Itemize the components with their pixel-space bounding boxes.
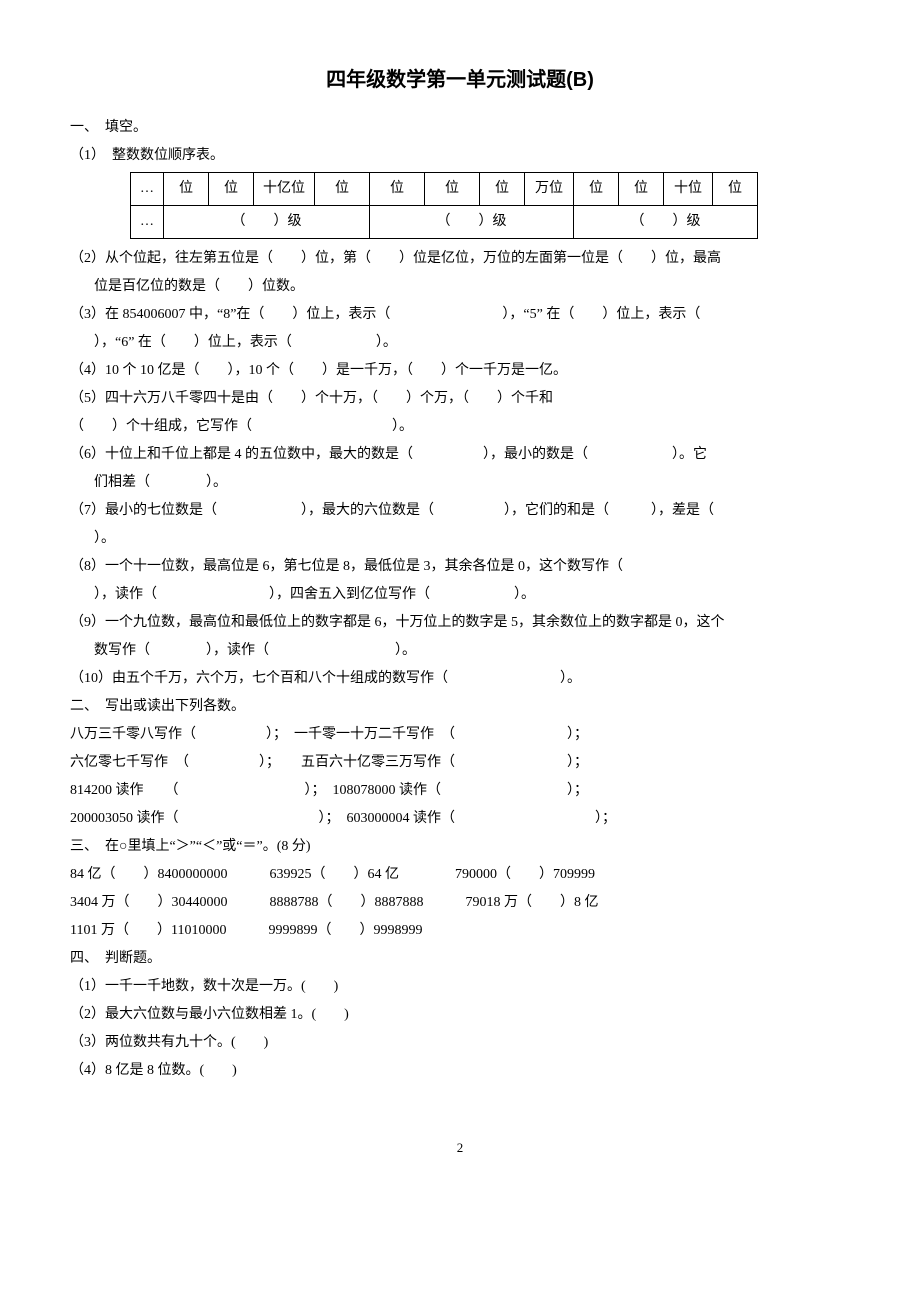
fill-blank-item: （5）四十六万八千零四十是由（ ）个十万，（ ）个万，（ ）个千和	[70, 385, 850, 413]
cell: 位	[480, 173, 525, 206]
fill-blank-item: （9）一个九位数，最高位和最低位上的数字都是 6，十万位上的数字是 5，其余数位…	[70, 609, 850, 637]
cell: 位	[619, 173, 664, 206]
fill-blank-item: （3）在 854006007 中，“8”在（ ）位上，表示（ ），“5” 在（ …	[70, 301, 850, 329]
section-2-heading: 二、 写出或读出下列各数。	[70, 693, 850, 721]
section-4-heading: 四、 判断题。	[70, 945, 850, 973]
fill-blank-item: （10）由五个千万，六个万，七个百和八个十组成的数写作（ ）。	[70, 665, 850, 693]
cell: 位	[574, 173, 619, 206]
q1-label: （1） 整数数位顺序表。	[70, 142, 850, 170]
judge-item: （4）8 亿是 8 位数。( )	[70, 1057, 850, 1085]
table-row: … 位 位 十亿位 位 位 位 位 万位 位 位 十位 位	[131, 173, 758, 206]
cell-ellipsis: …	[131, 173, 164, 206]
fill-blank-item: ）。	[70, 525, 850, 553]
fill-blank-item: ），“6” 在（ ）位上，表示（ ）。	[70, 329, 850, 357]
cell: 位	[315, 173, 370, 206]
compare-item: 3404 万（ ）30440000 8888788（ ）8887888 7901…	[70, 889, 850, 917]
fill-blank-item: （ ）个十组成，它写作（ ）。	[70, 413, 850, 441]
fill-blank-item: 们相差（ ）。	[70, 469, 850, 497]
cell: 十亿位	[254, 173, 315, 206]
cell: 位	[209, 173, 254, 206]
cell: 位	[370, 173, 425, 206]
cell: 十位	[664, 173, 713, 206]
place-value-table: … 位 位 十亿位 位 位 位 位 万位 位 位 十位 位 … （ ）级 （ ）…	[130, 172, 758, 239]
read-write-item: 八万三千零八写作（ ）； 一千零一十万二千写作 （ ）；	[70, 721, 850, 749]
fill-blank-item: 位是百亿位的数是（ ）位数。	[70, 273, 850, 301]
fill-blank-item: （7）最小的七位数是（ ），最大的六位数是（ ），它们的和是（ ），差是（	[70, 497, 850, 525]
cell: 位	[425, 173, 480, 206]
cell-ellipsis: …	[131, 206, 164, 239]
cell-group: （ ）级	[164, 206, 370, 239]
compare-item: 1101 万（ ）11010000 9999899（ ）9998999	[70, 917, 850, 945]
cell-group: （ ）级	[574, 206, 758, 239]
fill-blank-item: （8）一个十一位数，最高位是 6，第七位是 8，最低位是 3，其余各位是 0，这…	[70, 553, 850, 581]
page-number: 2	[70, 1135, 850, 1161]
cell: 位	[713, 173, 758, 206]
judge-item: （2）最大六位数与最小六位数相差 1。( )	[70, 1001, 850, 1029]
page-title: 四年级数学第一单元测试题(B)	[70, 60, 850, 100]
judge-item: （3）两位数共有九十个。( )	[70, 1029, 850, 1057]
fill-blank-item: （4）10 个 10 亿是（ ），10 个（ ）是一千万，（ ）个一千万是一亿。	[70, 357, 850, 385]
compare-item: 84 亿（ ）8400000000 639925（ ）64 亿 790000（ …	[70, 861, 850, 889]
read-write-item: 200003050 读作（ ）； 603000004 读作（ ）；	[70, 805, 850, 833]
fill-blank-item: ），读作（ ），四舍五入到亿位写作（ ）。	[70, 581, 850, 609]
fill-blank-item: （6）十位上和千位上都是 4 的五位数中，最大的数是（ ），最小的数是（ ）。它	[70, 441, 850, 469]
fill-blank-item: 数写作（ ），读作（ ）。	[70, 637, 850, 665]
fill-blank-item: （2）从个位起，往左第五位是（ ）位，第（ ）位是亿位，万位的左面第一位是（ ）…	[70, 245, 850, 273]
section-1-heading: 一、 填空。	[70, 114, 850, 142]
section-3-heading: 三、 在○里填上“＞”“＜”或“＝”。(8 分)	[70, 833, 850, 861]
cell: 万位	[525, 173, 574, 206]
cell-group: （ ）级	[370, 206, 574, 239]
table-row: … （ ）级 （ ）级 （ ）级	[131, 206, 758, 239]
judge-item: （1）一千一千地数，数十次是一万。( )	[70, 973, 850, 1001]
read-write-item: 814200 读作 （ ）； 108078000 读作（ ）；	[70, 777, 850, 805]
read-write-item: 六亿零七千写作 （ ）； 五百六十亿零三万写作（ ）；	[70, 749, 850, 777]
cell: 位	[164, 173, 209, 206]
